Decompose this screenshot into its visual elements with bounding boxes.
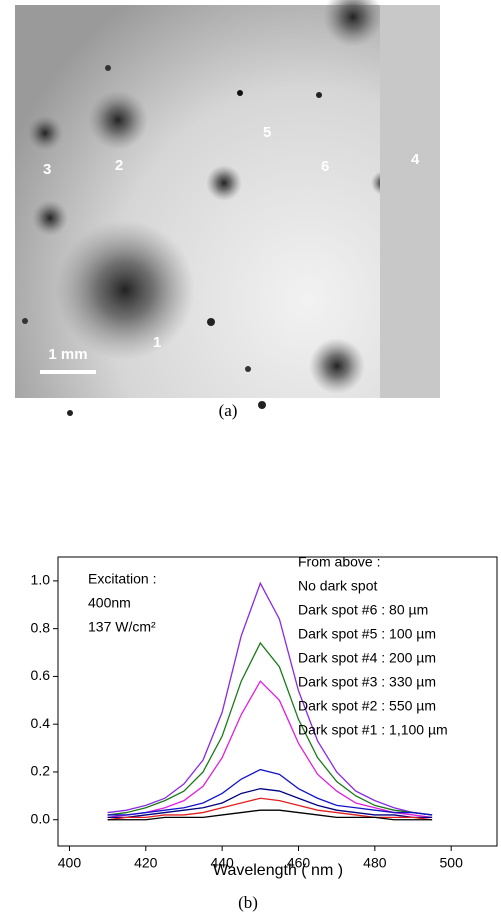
x-tick-label: 440 [210, 855, 234, 871]
spot-label: 4 [411, 151, 420, 168]
scale-bar-label: 1 mm [48, 346, 87, 363]
annotation: Excitation : [88, 571, 156, 587]
legend-entry: Dark spot #4 : 200 µm [298, 650, 436, 666]
x-tick-label: 460 [287, 855, 311, 871]
legend-entry: Dark spot #1 : 1,100 µm [298, 722, 448, 738]
micrograph-edge [380, 5, 440, 398]
spot-label: 1 [153, 334, 161, 351]
x-tick-label: 480 [363, 855, 387, 871]
spectrum-line [107, 809, 433, 821]
legend-title: From above : [298, 554, 380, 570]
legend-entry: No dark spot [298, 578, 377, 594]
y-tick-label: 0.0 [31, 810, 51, 826]
y-tick-label: 0.4 [31, 715, 51, 731]
spectrum-line [107, 581, 433, 816]
legend-entry: Dark spot #2 : 550 µm [298, 698, 436, 714]
spectrum-line [107, 788, 433, 818]
caption: (a) [219, 401, 238, 420]
spot-label: 5 [263, 124, 271, 141]
micrograph [15, 0, 434, 416]
spectrum-line [107, 641, 433, 816]
spot-label: 3 [43, 161, 51, 178]
spot-label: 6 [321, 158, 329, 175]
y-tick-label: 0.6 [31, 667, 51, 683]
legend-entry: Dark spot #5 : 100 µm [298, 626, 436, 642]
annotation: 400nm [88, 595, 131, 611]
legend-entry: Dark spot #6 : 80 µm [298, 602, 428, 618]
spot-label: 2 [115, 157, 123, 174]
annotation: 137 W/cm² [88, 619, 156, 635]
x-tick-label: 500 [440, 855, 464, 871]
x-tick-label: 400 [58, 855, 82, 871]
spectrum-line [107, 768, 433, 816]
caption: (b) [238, 893, 258, 912]
spectrum-line [107, 680, 433, 818]
plot-frame [57, 556, 498, 847]
x-tick-label: 420 [134, 855, 158, 871]
y-tick-label: 0.8 [31, 619, 51, 635]
y-tick-label: 1.0 [31, 572, 51, 588]
x-axis-label: Wavelength ( nm ) [213, 862, 343, 879]
legend-entry: Dark spot #3 : 330 µm [298, 674, 436, 690]
y-tick-label: 0.2 [31, 763, 51, 779]
